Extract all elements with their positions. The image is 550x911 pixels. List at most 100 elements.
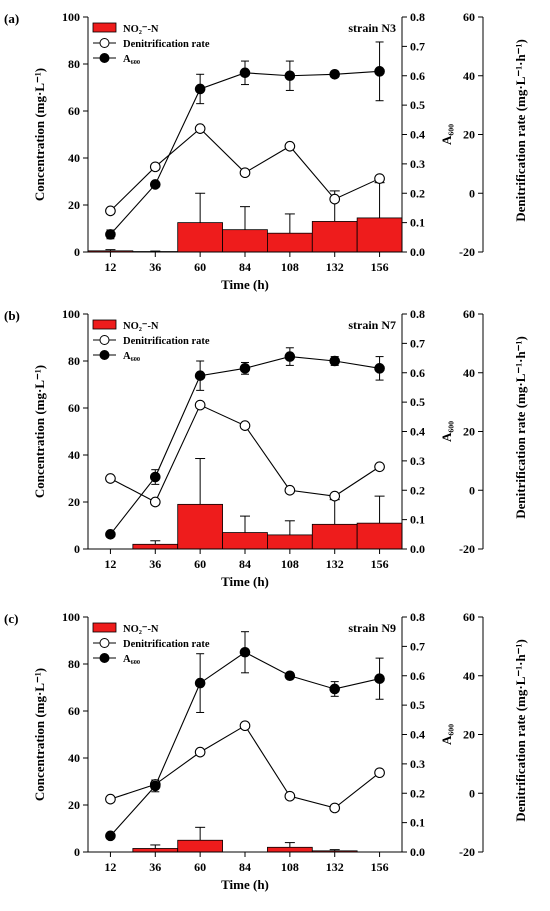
chart-panel-3: 0 20 40 60 80 100 0.0 0.1 0.2 0.3 0.4 0.5 0.6 0.7 0.8 -… xyxy=(4,610,528,892)
a600-point xyxy=(284,351,296,362)
no2-bar xyxy=(267,846,313,853)
a600-tick-label: 0.6 xyxy=(410,69,425,83)
a600-tick-label: 0.0 xyxy=(410,245,425,259)
left-tick-label: 20 xyxy=(68,198,80,212)
legend-label: NO₂⁻-N xyxy=(123,624,159,635)
a600-tick-label: 0.3 xyxy=(410,757,425,771)
legend-label: A₆₀₀ xyxy=(123,54,140,65)
rate-tick-label: -20 xyxy=(459,245,475,259)
x-tick-label: 36 xyxy=(149,557,161,571)
legend-label: Denitrification rate xyxy=(123,39,210,50)
legend-a600-marker xyxy=(99,350,110,360)
no2-bar xyxy=(222,229,268,253)
rate-point xyxy=(239,167,251,179)
rate-point xyxy=(194,399,206,411)
x-tick-label: 36 xyxy=(149,260,161,274)
rate-tick-label: 60 xyxy=(463,307,475,321)
rate-point xyxy=(284,140,296,152)
a600-tick-label: 0.1 xyxy=(410,816,425,830)
a600-point xyxy=(374,66,385,77)
rate-point xyxy=(329,802,341,814)
a600-tick-label: 0.7 xyxy=(410,39,425,53)
no2-bar xyxy=(267,232,313,253)
left-tick-label: 20 xyxy=(68,495,80,509)
a600-point xyxy=(374,363,385,374)
rate-point xyxy=(105,793,116,805)
a600-tick-label: 0.5 xyxy=(410,395,425,409)
a600-tick-label: 0.3 xyxy=(410,157,425,171)
legend-rate-marker xyxy=(99,335,110,345)
a600-tick-label: 0.0 xyxy=(410,845,425,859)
legend-bar-swatch xyxy=(92,319,117,330)
rate-tick-label: 20 xyxy=(463,728,475,742)
rate-tick-label: 0 xyxy=(469,186,475,200)
rate-point xyxy=(194,123,206,134)
a600-tick-label: 0.8 xyxy=(410,10,425,24)
rate-axis-title: Denitrification rate (mg·L⁻¹·h⁻¹) xyxy=(513,39,528,222)
a600-point xyxy=(105,529,116,540)
no2-bar xyxy=(311,221,358,253)
rate-point xyxy=(149,161,161,173)
left-axis-title: Concentration (mg·L⁻¹) xyxy=(32,365,47,498)
no2-bar xyxy=(177,222,223,253)
rate-point xyxy=(374,767,385,779)
legend-rate-marker xyxy=(99,638,110,648)
no2-bar xyxy=(356,217,403,253)
no2-bar xyxy=(132,543,179,550)
x-tick-label: 84 xyxy=(239,260,251,274)
a600-axis-title: A₆₀₀ xyxy=(439,724,454,745)
a600-point xyxy=(149,780,161,792)
left-tick-label: 80 xyxy=(68,657,80,671)
rate-point xyxy=(105,205,116,217)
legend: NO₂⁻-N Denitrification rate A₆₀₀ xyxy=(92,622,210,665)
panel-label: (a) xyxy=(4,11,19,26)
x-tick-label: 108 xyxy=(281,557,299,571)
legend: NO₂⁻-N Denitrification rate A₆₀₀ xyxy=(92,319,210,362)
x-axis-title: Time (h) xyxy=(221,277,269,292)
strain-label: strain N3 xyxy=(348,21,396,35)
legend-label: NO₂⁻-N xyxy=(123,321,159,332)
x-tick-label: 132 xyxy=(326,260,344,274)
legend-bar-swatch xyxy=(92,622,117,633)
legend-rate-marker xyxy=(99,38,110,48)
a600-tick-label: 0.2 xyxy=(410,786,425,800)
left-tick-label: 80 xyxy=(68,57,80,71)
left-axis-title: Concentration (mg·L⁻¹) xyxy=(32,668,47,801)
rate-tick-label: 60 xyxy=(463,10,475,24)
a600-point xyxy=(374,673,385,684)
a600-tick-label: 0.1 xyxy=(410,513,425,527)
x-tick-label: 60 xyxy=(194,260,206,274)
left-tick-label: 100 xyxy=(62,307,80,321)
rate-tick-label: 40 xyxy=(463,366,475,380)
rate-tick-label: 20 xyxy=(463,425,475,439)
rate-tick-label: 40 xyxy=(463,669,475,683)
rate-point xyxy=(329,193,341,205)
no2-bar xyxy=(222,532,268,550)
rate-axis-title: Denitrification rate (mg·L⁻¹·h⁻¹) xyxy=(513,639,528,822)
a600-tick-label: 0.7 xyxy=(410,336,425,350)
legend: NO₂⁻-N Denitrification rate A₆₀₀ xyxy=(92,22,210,65)
a600-point xyxy=(239,646,251,658)
left-tick-label: 100 xyxy=(62,610,80,624)
rate-tick-label: 20 xyxy=(463,128,475,142)
no2-bar xyxy=(132,848,179,853)
rate-tick-label: 0 xyxy=(469,786,475,800)
a600-tick-label: 0.6 xyxy=(410,669,425,683)
rate-point xyxy=(374,461,385,473)
a600-tick-label: 0.1 xyxy=(410,216,425,230)
a600-tick-label: 0.5 xyxy=(410,98,425,112)
rate-tick-label: -20 xyxy=(459,542,475,556)
left-tick-label: 20 xyxy=(68,798,80,812)
x-tick-label: 108 xyxy=(281,860,299,874)
x-tick-label: 12 xyxy=(104,260,116,274)
rate-point xyxy=(105,473,116,484)
rate-point xyxy=(329,490,341,502)
a600-tick-label: 0.5 xyxy=(410,698,425,712)
strain-label: strain N9 xyxy=(348,621,396,635)
legend-label: NO₂⁻-N xyxy=(123,24,159,35)
no2-bar xyxy=(177,503,223,550)
a600-tick-label: 0.6 xyxy=(410,366,425,380)
rate-tick-label: 60 xyxy=(463,610,475,624)
x-tick-label: 60 xyxy=(194,860,206,874)
